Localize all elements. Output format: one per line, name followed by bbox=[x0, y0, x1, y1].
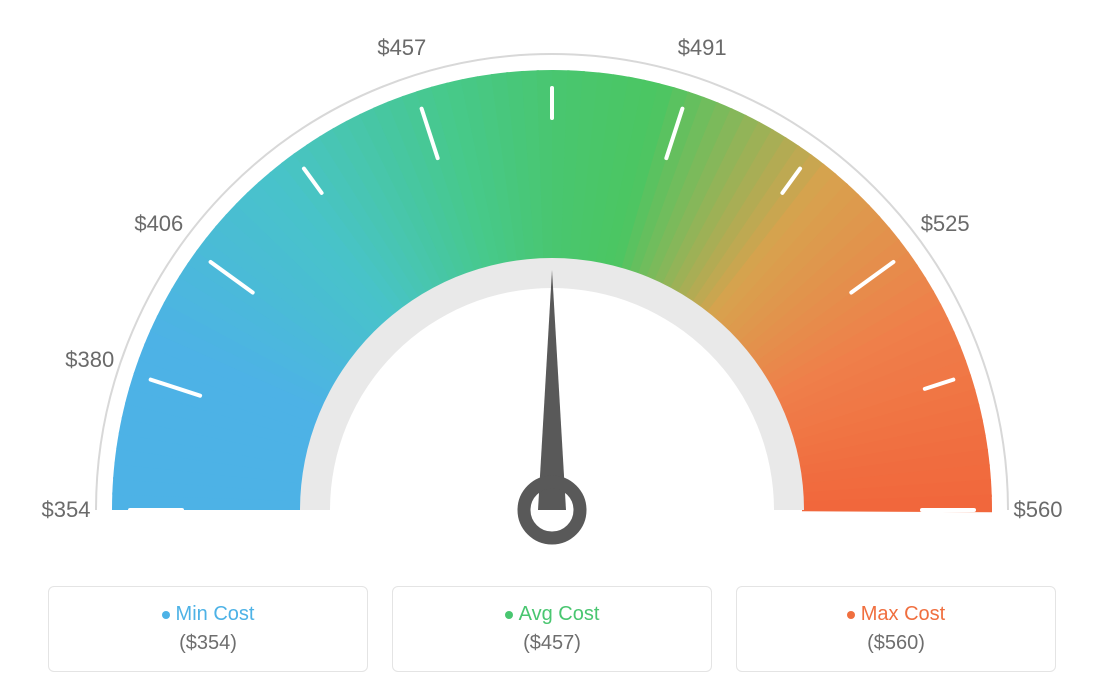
legend-value-min: ($354) bbox=[179, 632, 237, 655]
legend-title-text: Avg Cost bbox=[519, 603, 600, 626]
gauge-tick-label: $380 bbox=[65, 347, 114, 373]
gauge-tick-label: $491 bbox=[678, 35, 727, 61]
dot-icon bbox=[847, 611, 855, 619]
legend-value-max: ($560) bbox=[867, 632, 925, 655]
gauge-tick-label: $406 bbox=[134, 211, 183, 237]
gauge-tick-label: $560 bbox=[1014, 497, 1063, 523]
legend-title-max: Max Cost bbox=[847, 603, 945, 626]
dot-icon bbox=[162, 611, 170, 619]
gauge-chart: $354$380$406$457$491$525$560 bbox=[52, 20, 1052, 580]
legend-title-min: Min Cost bbox=[162, 603, 255, 626]
legend-card-min: Min Cost ($354) bbox=[48, 586, 368, 672]
legend-card-max: Max Cost ($560) bbox=[736, 586, 1056, 672]
dot-icon bbox=[505, 611, 513, 619]
cost-gauge-container: $354 $380 $406 $457 $491 $525 $560 Min Cost ($… bbox=[0, 0, 1104, 690]
legend-card-avg: Avg Cost ($457) bbox=[392, 586, 712, 672]
gauge-tick-label: $354 bbox=[42, 497, 91, 523]
gauge-tick-label: $457 bbox=[377, 35, 426, 61]
legend-title-text: Min Cost bbox=[176, 603, 255, 626]
gauge-tick-label: $525 bbox=[921, 211, 970, 237]
legend-title-text: Max Cost bbox=[861, 603, 945, 626]
legend-title-avg: Avg Cost bbox=[505, 603, 600, 626]
gauge-svg bbox=[52, 20, 1052, 580]
legend-value-avg: ($457) bbox=[523, 632, 581, 655]
legend-row: Min Cost ($354) Avg Cost ($457) Max Cost… bbox=[0, 586, 1104, 672]
